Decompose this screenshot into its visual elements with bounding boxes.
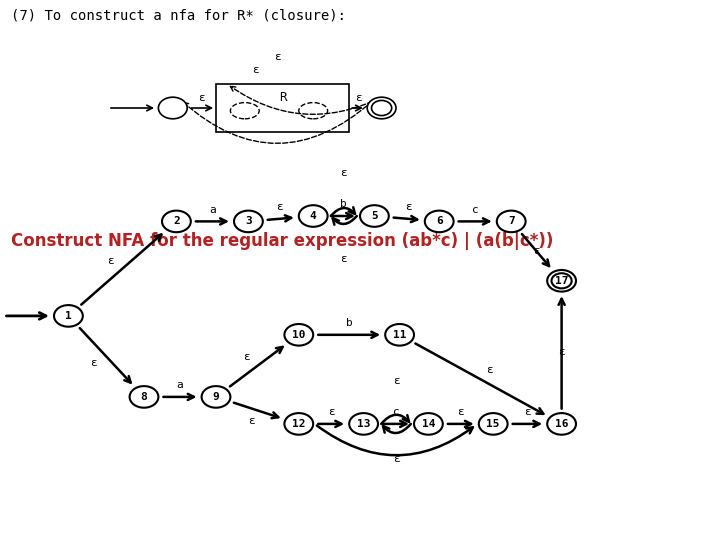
Text: 1: 1 — [65, 311, 72, 321]
Text: 15: 15 — [487, 419, 500, 429]
Text: 10: 10 — [292, 330, 305, 340]
Circle shape — [202, 386, 230, 408]
Text: R: R — [279, 91, 287, 104]
Text: ε: ε — [487, 364, 493, 375]
Text: 17: 17 — [555, 276, 568, 286]
Circle shape — [547, 270, 576, 292]
Text: c: c — [392, 407, 400, 417]
Text: ε: ε — [198, 93, 205, 103]
Circle shape — [299, 205, 328, 227]
Circle shape — [414, 413, 443, 435]
Text: Construct NFA for the regular expression (ab*c) | (a(b|c*)): Construct NFA for the regular expression… — [11, 232, 553, 250]
Text: b: b — [341, 199, 347, 209]
FancyBboxPatch shape — [216, 84, 349, 132]
Text: ε: ε — [341, 254, 347, 264]
Text: ε: ε — [341, 168, 347, 178]
Text: 11: 11 — [393, 330, 406, 340]
Text: ε: ε — [524, 407, 531, 417]
Text: a: a — [176, 380, 184, 390]
Text: 6: 6 — [436, 217, 443, 226]
Text: 8: 8 — [140, 392, 148, 402]
Text: (7) To construct a nfa for R* (closure):: (7) To construct a nfa for R* (closure): — [11, 8, 346, 22]
Text: 13: 13 — [357, 419, 370, 429]
Text: 16: 16 — [555, 419, 568, 429]
Text: ε: ε — [248, 416, 254, 426]
Text: 4: 4 — [310, 211, 317, 221]
Circle shape — [54, 305, 83, 327]
Text: 5: 5 — [371, 211, 378, 221]
Text: ε: ε — [355, 93, 361, 103]
Text: ε: ε — [274, 52, 281, 62]
Text: 9: 9 — [212, 392, 220, 402]
Text: a: a — [209, 205, 216, 214]
Circle shape — [162, 211, 191, 232]
Circle shape — [284, 324, 313, 346]
Text: 12: 12 — [292, 419, 305, 429]
Text: ε: ε — [392, 376, 400, 386]
Text: ε: ε — [253, 65, 259, 75]
Circle shape — [497, 211, 526, 232]
Circle shape — [349, 413, 378, 435]
Text: ε: ε — [392, 454, 400, 464]
Text: ε: ε — [328, 407, 335, 417]
Text: c: c — [472, 205, 479, 214]
Text: ε: ε — [559, 347, 565, 357]
Circle shape — [385, 324, 414, 346]
Text: ε: ε — [457, 407, 464, 417]
Circle shape — [367, 97, 396, 119]
Text: ε: ε — [243, 353, 250, 362]
Text: b: b — [346, 318, 353, 328]
Text: ε: ε — [90, 358, 96, 368]
Text: ε: ε — [405, 202, 412, 212]
Text: 3: 3 — [245, 217, 252, 226]
Text: ε: ε — [276, 202, 282, 212]
Circle shape — [130, 386, 158, 408]
Circle shape — [425, 211, 454, 232]
Circle shape — [158, 97, 187, 119]
Circle shape — [234, 211, 263, 232]
Circle shape — [479, 413, 508, 435]
Circle shape — [284, 413, 313, 435]
Text: ε: ε — [107, 256, 114, 266]
Text: 2: 2 — [173, 217, 180, 226]
Circle shape — [547, 413, 576, 435]
Text: ε: ε — [534, 246, 540, 256]
Circle shape — [360, 205, 389, 227]
Text: 7: 7 — [508, 217, 515, 226]
Text: 14: 14 — [422, 419, 435, 429]
